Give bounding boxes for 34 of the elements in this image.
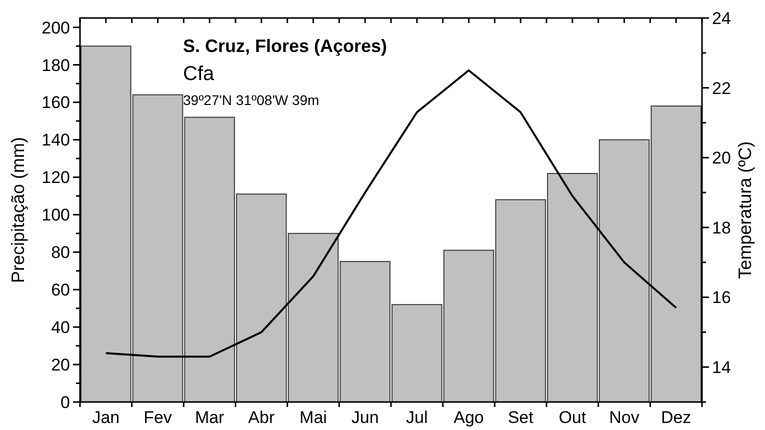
x-tick-label: Fev — [144, 408, 172, 427]
x-tick-label: Abr — [248, 408, 275, 427]
y2-tick-label: 16 — [712, 288, 731, 308]
y2-tick-label: 22 — [712, 78, 731, 98]
annotation: 39º27'N 31º08'W 39m — [183, 92, 320, 108]
y-tick-label: 140 — [42, 130, 70, 150]
x-tick-label: Mai — [300, 408, 327, 427]
y-tick-label: 180 — [42, 56, 70, 75]
y-axis-title: Precipitação (mm) — [8, 136, 28, 284]
x-tick-label: Set — [508, 408, 534, 427]
x-tick-label: Nov — [609, 408, 640, 427]
y2-tick-label: 18 — [712, 218, 731, 238]
x-tick-label: Out — [558, 408, 586, 427]
text: S. Cruz, Flores (Açores) — [183, 36, 388, 56]
y-tick-label: 100 — [42, 206, 70, 225]
text: Cfa — [183, 63, 215, 85]
x-tick-label: Ago — [454, 408, 484, 427]
x-tick-label: Jun — [351, 408, 379, 427]
x-tick-label: Jan — [92, 408, 120, 427]
x-tick-label: Jul — [406, 408, 428, 427]
x-tick-label: Mar — [194, 408, 225, 427]
y-tick-label: 120 — [42, 168, 70, 188]
y-tick-label: 0 — [60, 392, 70, 412]
y-tick-label: 200 — [42, 18, 70, 38]
y-tick-label: 80 — [51, 243, 70, 262]
y-tick-label: 40 — [51, 318, 70, 338]
y2-tick-label: 20 — [712, 148, 731, 168]
y2-tick-label: 14 — [712, 358, 731, 378]
y2-axis-title: Temperatura (ºC) — [735, 141, 755, 279]
y-tick-label: 160 — [42, 93, 70, 112]
x-tick-label: Dez — [660, 408, 692, 427]
y2-tick-label: 24 — [712, 8, 731, 28]
y-tick-label: 60 — [51, 280, 70, 300]
y-tick-label: 20 — [51, 355, 70, 374]
